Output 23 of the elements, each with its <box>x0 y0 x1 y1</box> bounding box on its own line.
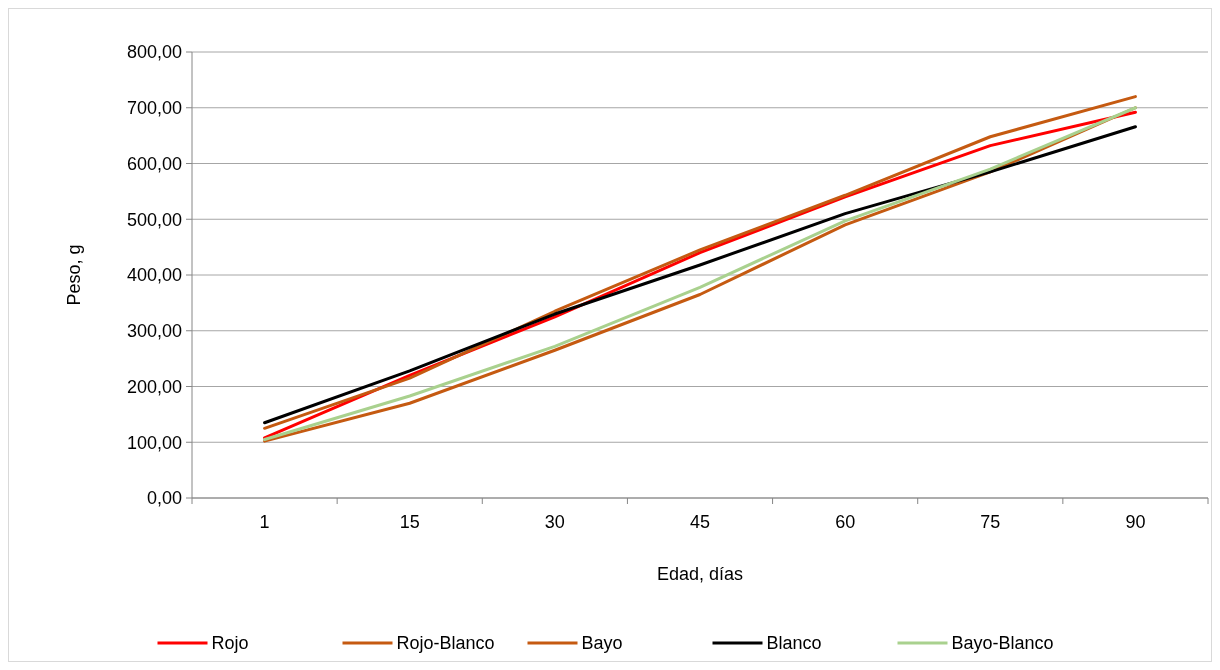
y-tick-label: 300,00 <box>126 321 182 342</box>
legend-label: Bayo-Blanco <box>951 633 1054 654</box>
x-tick-label: 15 <box>399 512 420 532</box>
y-tick-label: 600,00 <box>126 153 182 174</box>
y-tick-label: 700,00 <box>126 98 182 119</box>
x-tick-label: 45 <box>689 512 711 532</box>
y-tick-label: 100,00 <box>126 432 182 453</box>
x-tick-label: 1 <box>259 512 270 532</box>
x-tick-label: 75 <box>980 512 1001 532</box>
y-tick-label: 800,00 <box>126 42 182 63</box>
legend-label: Rojo <box>211 633 249 654</box>
y-axis-title: Peso, g <box>64 244 84 306</box>
legend-label: Blanco <box>766 633 822 654</box>
y-tick-label: 0,00 <box>146 488 182 509</box>
x-tick-label: 60 <box>835 512 856 532</box>
legend-label: Rojo-Blanco <box>396 633 495 654</box>
x-axis-title: Edad, días <box>656 564 744 584</box>
legend-label: Bayo <box>581 633 623 654</box>
y-tick-label: 200,00 <box>126 376 182 397</box>
y-tick-label: 500,00 <box>126 209 182 230</box>
x-tick-label: 90 <box>1125 512 1146 532</box>
x-tick-label: 30 <box>544 512 565 532</box>
y-tick-label: 400,00 <box>126 265 182 286</box>
